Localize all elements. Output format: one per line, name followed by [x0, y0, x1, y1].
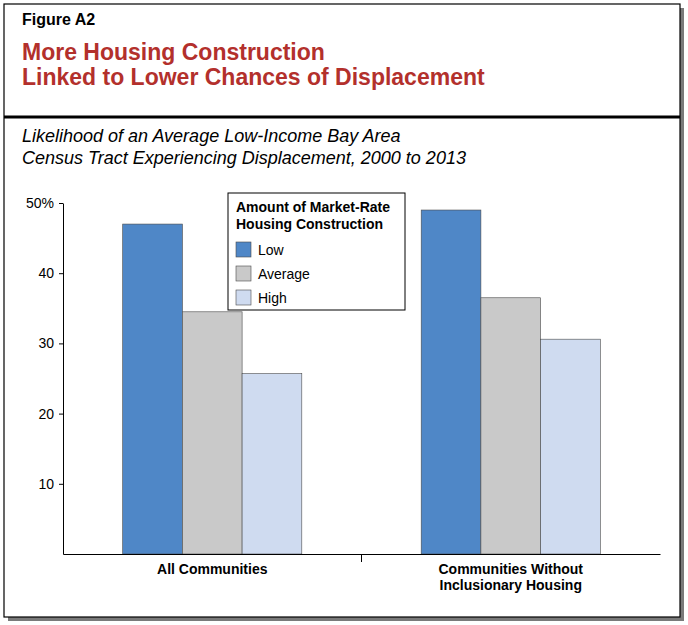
- y-tick: 10: [38, 476, 63, 492]
- bar: [182, 312, 242, 554]
- title: More Housing ConstructionLinked to Lower…: [22, 39, 485, 90]
- y-tick-mark: [59, 203, 63, 204]
- legend-title: Amount of Market-RateHousing Constructio…: [236, 199, 390, 232]
- text-line: Linked to Lower Chances of Displacement: [22, 64, 485, 90]
- bar: [481, 298, 541, 554]
- bar: [541, 339, 601, 554]
- y-tick-label: 30: [38, 335, 54, 351]
- x-tick: All Communities: [157, 554, 268, 577]
- bar: [242, 374, 302, 554]
- legend-label: Low: [258, 242, 285, 258]
- legend-swatch: [236, 242, 251, 257]
- text-line: Inclusionary Housing: [440, 577, 582, 593]
- legend-label: Average: [258, 266, 310, 282]
- legend-box: [228, 193, 405, 310]
- y-tick-mark: [59, 273, 63, 274]
- text-line: Communities Without: [438, 561, 583, 577]
- x-tick-label: Communities WithoutInclusionary Housing: [438, 561, 583, 593]
- text-line: Figure A2: [22, 11, 95, 28]
- y-tick-label: 20: [38, 406, 54, 422]
- x-axis: All Communities Communities WithoutInclus…: [64, 554, 661, 593]
- y-tick-mark: [59, 414, 63, 415]
- figure-label: Figure A2: [22, 11, 95, 28]
- legend: Amount of Market-RateHousing Constructio…: [228, 193, 405, 310]
- header-rule: [4, 116, 680, 119]
- y-tick-mark: [59, 343, 63, 344]
- x-tick: Communities WithoutInclusionary Housing: [438, 554, 583, 593]
- x-tick-label: All Communities: [157, 561, 268, 577]
- text-line: All Communities: [157, 561, 268, 577]
- text-line: Amount of Market-Rate: [236, 199, 390, 215]
- y-tick: 30: [38, 335, 63, 351]
- y-tick-mark: [59, 484, 63, 485]
- frame: [4, 4, 680, 617]
- y-tick-label: 50%: [26, 195, 54, 211]
- y-tick-label: 40: [38, 265, 54, 281]
- y-tick: 40: [38, 265, 63, 281]
- bar: [123, 224, 183, 554]
- y-tick-label: 10: [38, 476, 54, 492]
- group-divider: [361, 554, 362, 562]
- y-axis-line: [63, 204, 64, 555]
- y-axis: 10 20 30 40 50%: [26, 195, 64, 555]
- legend-label: High: [258, 290, 287, 306]
- legend-swatch: [236, 266, 251, 281]
- text-line: Housing Construction: [236, 216, 383, 232]
- text-line: Likelihood of an Average Low-Income Bay …: [22, 126, 401, 146]
- subtitle: Likelihood of an Average Low-Income Bay …: [22, 126, 466, 168]
- y-tick: 50%: [26, 195, 63, 211]
- text-line: More Housing Construction: [22, 39, 325, 65]
- bar: [421, 210, 481, 554]
- text-line: Census Tract Experiencing Displacement, …: [22, 148, 466, 168]
- chart: Figure A2 More Housing ConstructionLinked…: [0, 0, 688, 625]
- legend-swatch: [236, 290, 251, 305]
- y-tick: 20: [38, 406, 63, 422]
